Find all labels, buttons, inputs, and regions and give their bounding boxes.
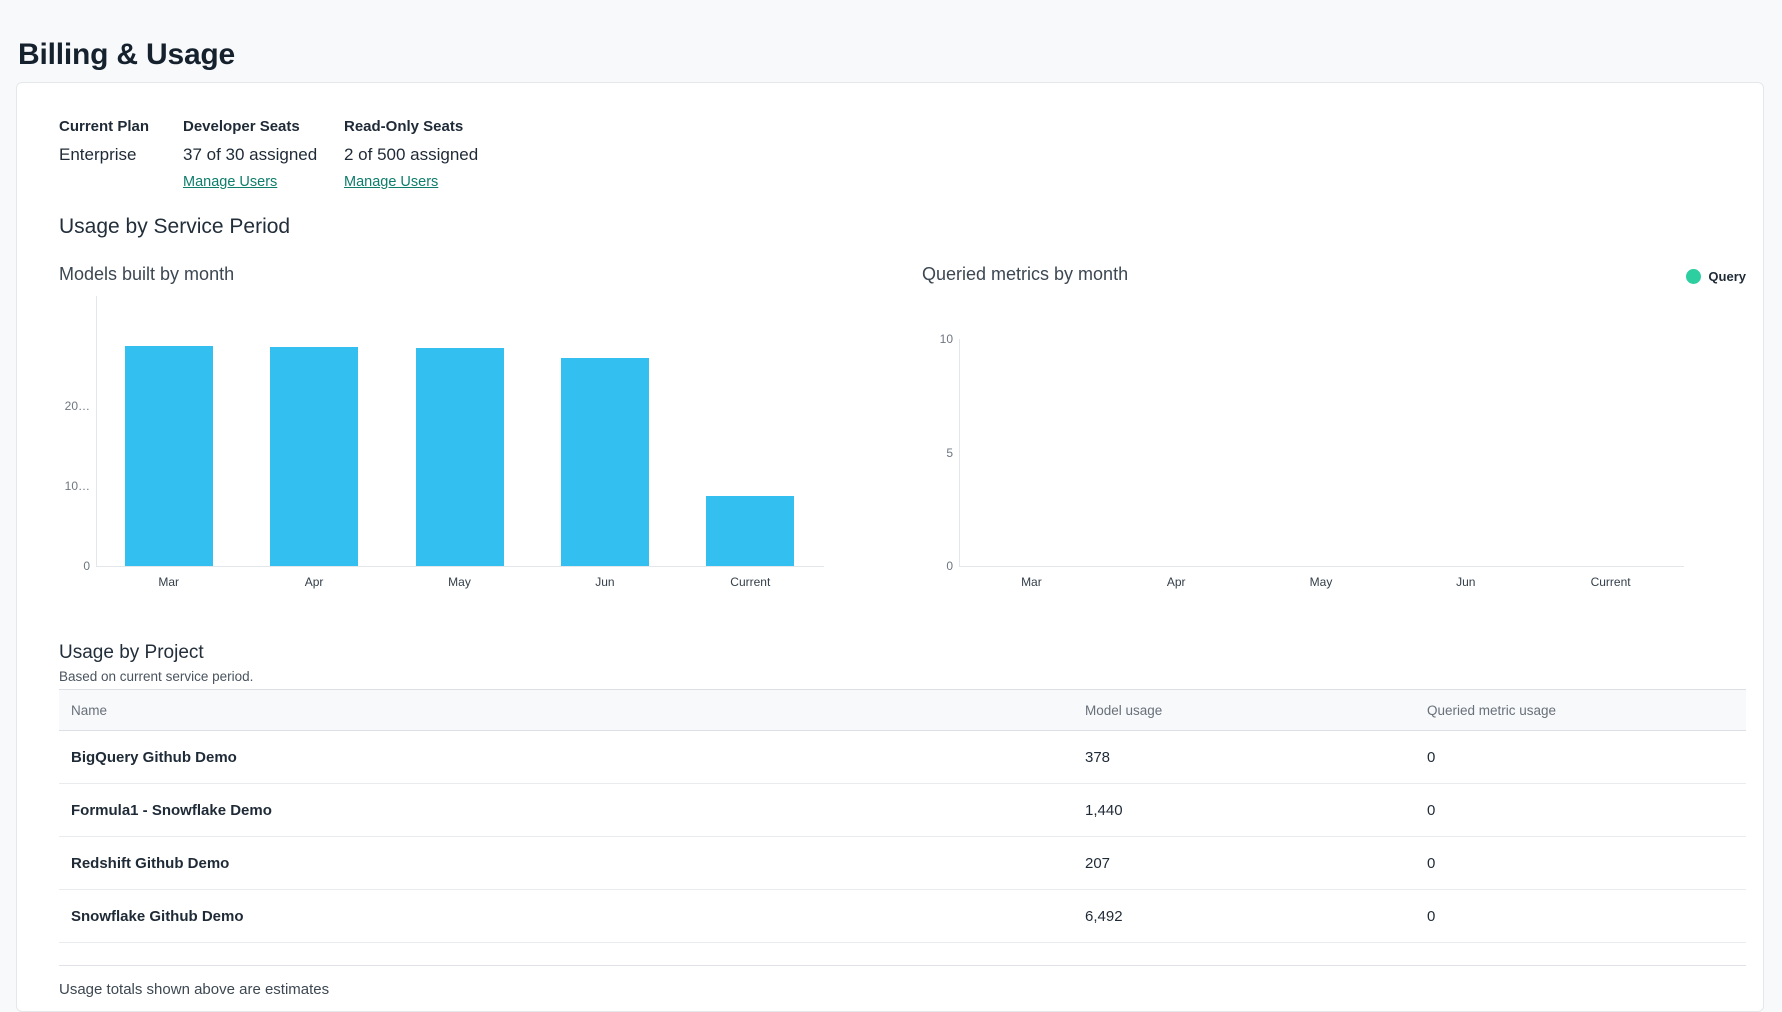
y-axis-tick-label: 20… (64, 399, 90, 413)
queried-metrics-chart-title: Queried metrics by month (922, 264, 1129, 284)
legend-label: Query (1708, 269, 1746, 284)
column-header-model-usage: Model usage (1073, 689, 1415, 731)
model-usage-cell: 207 (1085, 854, 1111, 872)
y-axis-tick-label: 10… (64, 479, 90, 493)
y-axis-tick-label: 0 (946, 559, 953, 573)
bar-Apr (270, 347, 359, 566)
manage-developer-users-link[interactable]: Manage Users (183, 174, 278, 190)
project-name-cell: BigQuery Github Demo (71, 748, 237, 766)
query-legend: Query (1686, 269, 1746, 284)
x-axis-tick-label: Mar (1021, 575, 1042, 589)
model-usage-cell: 378 (1085, 748, 1111, 766)
bar-May (415, 348, 504, 566)
queried-metric-usage-cell: 0 (1427, 801, 1436, 819)
usage-by-project-table: Name Model usage Queried metric usage Bi… (59, 689, 1746, 943)
usage-estimates-footnote: Usage totals shown above are estimates (59, 981, 330, 998)
project-name-cell: Redshift Github Demo (71, 854, 230, 872)
x-axis-tick-label: Apr (1166, 575, 1186, 589)
table-header-row: Name Model usage Queried metric usage (59, 689, 1746, 731)
usage-by-project-subheading: Based on current service period. (59, 669, 254, 684)
usage-by-project-heading: Usage by Project (59, 642, 204, 663)
table-row: BigQuery Github Demo 378 0 (59, 731, 1746, 784)
bar-Current (706, 496, 795, 566)
readonly-seats-label: Read-Only Seats (344, 118, 464, 135)
column-header-name: Name (59, 689, 1073, 731)
current-plan-value: Enterprise (59, 145, 137, 164)
page-title: Billing & Usage (18, 38, 236, 72)
developer-seats-label: Developer Seats (183, 118, 300, 135)
queried-metric-usage-cell: 0 (1427, 854, 1436, 872)
models-built-chart-title: Models built by month (59, 264, 235, 284)
readonly-seats-block: Read-Only Seats 2 of 500 assigned Manage… (344, 117, 478, 192)
usage-by-service-period-heading: Usage by Service Period (59, 215, 291, 238)
legend-dot-icon (1686, 269, 1702, 284)
x-axis-tick-label: Jun (595, 575, 615, 589)
bottom-divider (59, 965, 1746, 966)
current-plan-block: Current Plan Enterprise (59, 117, 183, 192)
x-axis-tick-label: Current (730, 575, 771, 589)
billing-card: Current Plan Enterprise Developer Seats … (16, 82, 1764, 1012)
bar-Jun (560, 358, 649, 566)
queried-metric-usage-cell: 0 (1427, 748, 1436, 766)
y-axis-tick-label: 0 (83, 559, 90, 573)
usage-table-body: BigQuery Github Demo 378 0 Formula1 - Snowf… (59, 731, 1746, 943)
table-row: Snowflake Github Demo 6,492 0 (59, 890, 1746, 943)
chart-plot-area (96, 296, 824, 567)
table-row: Formula1 - Snowflake Demo 1,440 0 (59, 784, 1746, 837)
plan-summary: Current Plan Enterprise Developer Seats … (59, 117, 1742, 192)
x-axis-tick-label: Apr (304, 575, 324, 589)
x-axis-tick-label: Mar (158, 575, 180, 589)
developer-seats-value: 37 of 30 assigned (183, 145, 318, 164)
developer-seats-block: Developer Seats 37 of 30 assigned Manage… (183, 117, 344, 192)
manage-readonly-users-link[interactable]: Manage Users (344, 174, 439, 190)
model-usage-cell: 1,440 (1085, 801, 1123, 819)
readonly-seats-value: 2 of 500 assigned (344, 145, 479, 164)
y-axis-tick-label: 10 (939, 332, 953, 346)
queried-metric-usage-cell: 0 (1427, 907, 1436, 925)
current-plan-label: Current Plan (59, 118, 150, 135)
charts-area: Models built by month 0 10… 20… Mar Apr May Ju… (59, 256, 1746, 591)
y-axis-tick-label: 5 (946, 445, 953, 460)
project-name-cell: Snowflake Github Demo (71, 907, 244, 925)
x-axis-tick-label: May (1309, 575, 1333, 589)
x-axis-tick-label: May (448, 575, 471, 589)
chart-plot-area (959, 339, 1684, 567)
x-axis-tick-label: Current (1590, 575, 1631, 589)
project-name-cell: Formula1 - Snowflake Demo (71, 801, 272, 819)
column-header-queried-metric-usage: Queried metric usage (1415, 689, 1746, 731)
bar-Mar (124, 346, 213, 566)
model-usage-cell: 6,492 (1085, 907, 1123, 925)
table-row: Redshift Github Demo 207 0 (59, 837, 1746, 890)
x-axis-tick-label: Jun (1456, 575, 1476, 589)
